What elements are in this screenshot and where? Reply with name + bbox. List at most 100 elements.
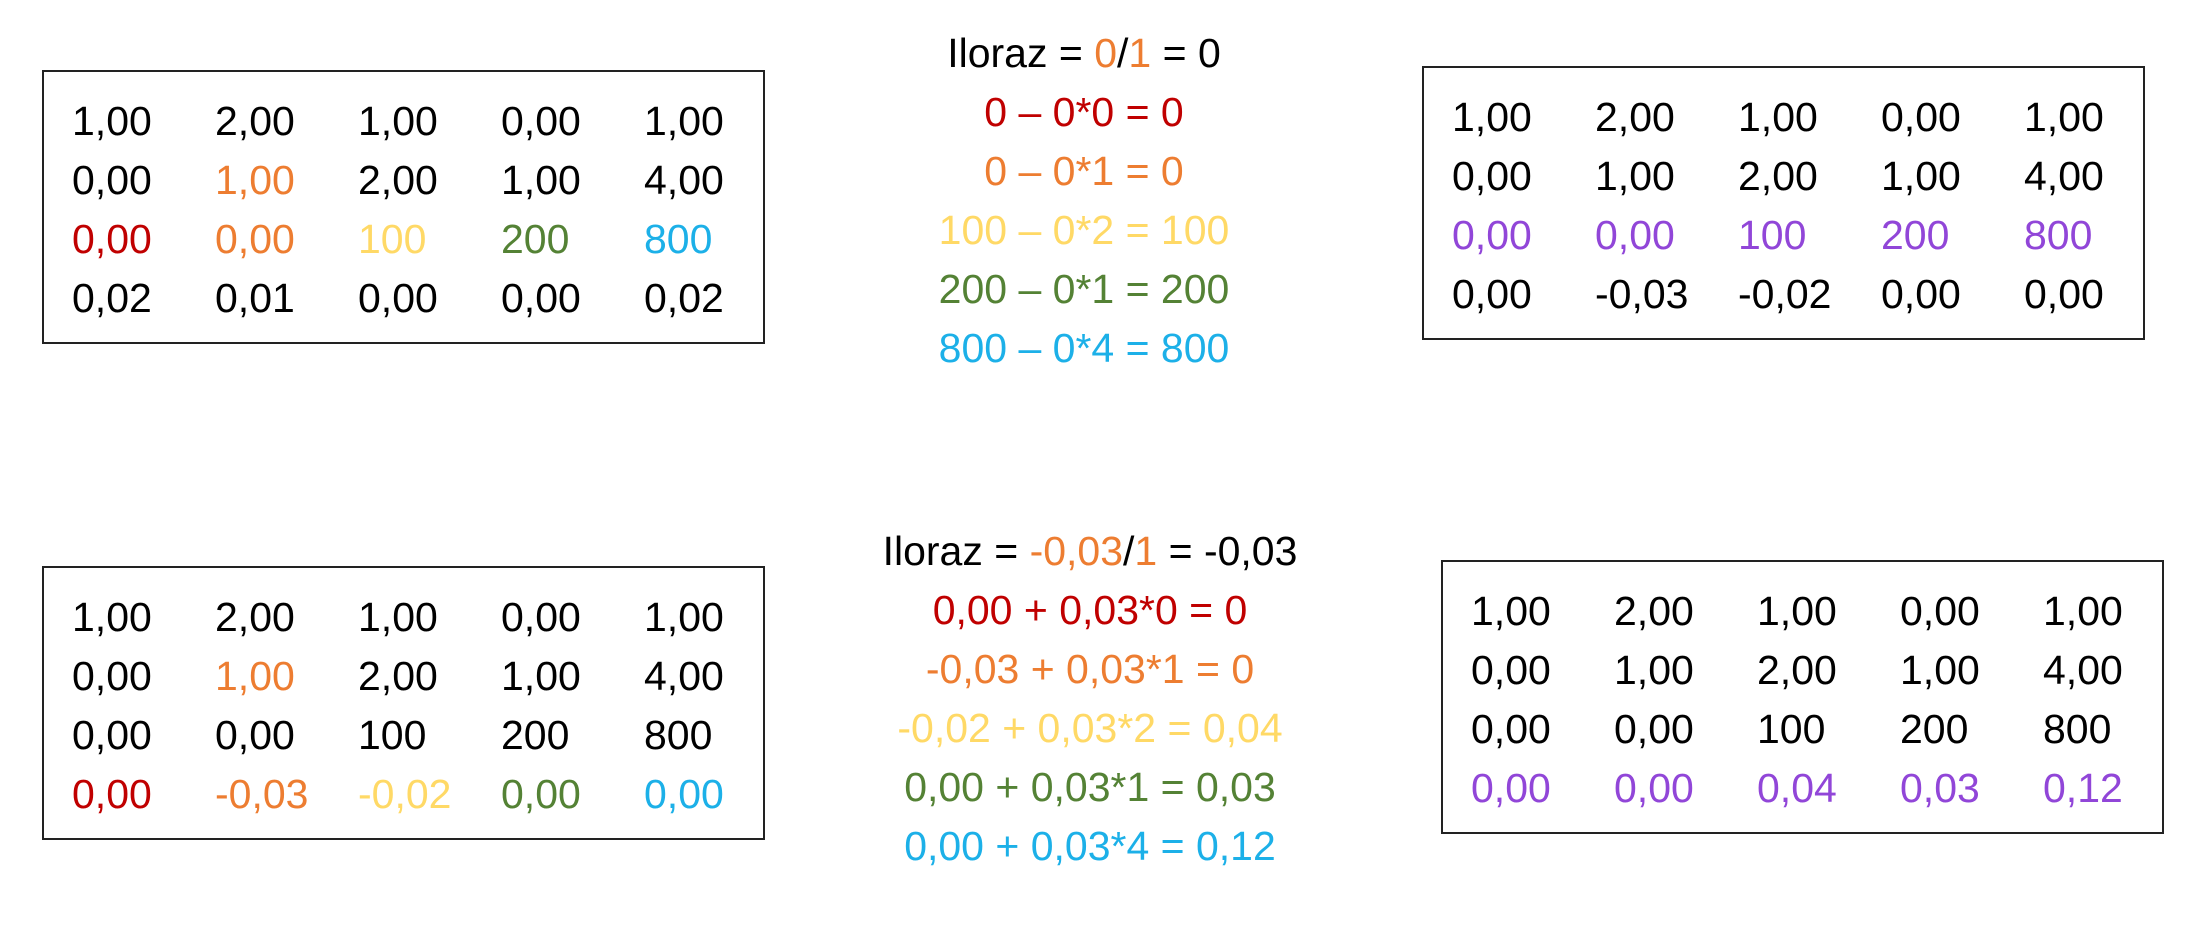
- calc-segment: 1: [1128, 30, 1152, 76]
- calc-segment: 0 – 0*1 = 0: [984, 148, 1184, 194]
- matrix-cell: 4,00: [644, 653, 724, 699]
- matrix-grid: 1,00 2,00 1,00 0,00 1,00 0,00 1,00 2,00 1,00 4,00…: [72, 588, 787, 824]
- matrix-cell: 1,00: [1452, 94, 1532, 140]
- matrix-cell: 1,00: [1881, 153, 1961, 199]
- matrix-cell: 0,00: [358, 275, 438, 321]
- matrix-cell: 0,02: [72, 275, 152, 321]
- matrix-cell: 0,00: [1900, 588, 1980, 634]
- matrix-cell: 0,00: [501, 771, 581, 817]
- calc-line: 800 – 0*4 = 800: [764, 319, 1404, 378]
- matrix-cell: 2,00: [1757, 647, 1837, 693]
- matrix-cell: 0,00: [501, 594, 581, 640]
- matrix-cell: 0,00: [1452, 271, 1532, 317]
- calc-line: -0,03 + 0,03*1 = 0: [770, 640, 1410, 699]
- calc-line: 0 – 0*1 = 0: [764, 142, 1404, 201]
- matrix-cell: 1,00: [644, 594, 724, 640]
- matrix-grid: 1,00 2,00 1,00 0,00 1,00 0,00 1,00 2,00 1,00 4,00…: [72, 92, 787, 328]
- top-calculation: Iloraz = 0/1 = 0 0 – 0*0 = 0 0 – 0*1 = 0 10…: [764, 24, 1404, 378]
- matrix-cell: 100: [358, 712, 427, 758]
- matrix-cell: 2,00: [358, 653, 438, 699]
- matrix-cell: 0,00: [1881, 271, 1961, 317]
- matrix-cell: 800: [2043, 706, 2112, 752]
- matrix-cell: 800: [644, 712, 713, 758]
- matrix-cell: 1,00: [2043, 588, 2123, 634]
- matrix-cell: 4,00: [2024, 153, 2104, 199]
- matrix-cell: 2,00: [215, 594, 295, 640]
- matrix-cell: 800: [2024, 212, 2093, 258]
- matrix-cell: 4,00: [2043, 647, 2123, 693]
- calc-segment: -0,03 + 0,03*1 = 0: [925, 646, 1255, 692]
- matrix-cell: 0,00: [72, 771, 152, 817]
- matrix-cell: 1,00: [72, 594, 152, 640]
- matrix-grid: 1,00 2,00 1,00 0,00 1,00 0,00 1,00 2,00 1,00 4,00…: [1452, 88, 2167, 324]
- calc-segment: = 0: [1151, 30, 1221, 76]
- matrix-cell: 0,00: [1471, 706, 1551, 752]
- matrix-cell: 2,00: [1614, 588, 1694, 634]
- calc-line: 0 – 0*0 = 0: [764, 83, 1404, 142]
- matrix-cell: 0,00: [1614, 706, 1694, 752]
- matrix-cell: 0,00: [1471, 647, 1551, 693]
- matrix-cell: 0,00: [644, 771, 724, 817]
- matrix-cell: 0,03: [1900, 765, 1980, 811]
- calc-segment: 0: [1094, 30, 1118, 76]
- matrix-cell: 0,00: [72, 653, 152, 699]
- matrix-cell: 1,00: [501, 653, 581, 699]
- matrix-cell: 1,00: [215, 653, 295, 699]
- matrix-cell: 100: [1757, 706, 1826, 752]
- matrix-cell: 4,00: [644, 157, 724, 203]
- calc-line: 0,00 + 0,03*4 = 0,12: [770, 817, 1410, 876]
- calc-segment: /: [1117, 30, 1129, 76]
- calc-line: 200 – 0*1 = 200: [764, 260, 1404, 319]
- matrix-cell: 1,00: [1614, 647, 1694, 693]
- calc-segment: 0,00 + 0,03*4 = 0,12: [904, 823, 1276, 869]
- matrix-cell: 200: [1900, 706, 1969, 752]
- matrix-cell: 1,00: [2024, 94, 2104, 140]
- calc-line: -0,02 + 0,03*2 = 0,04: [770, 699, 1410, 758]
- quotient-line: Iloraz = -0,03/1 = -0,03: [770, 522, 1410, 581]
- calc-line: 100 – 0*2 = 100: [764, 201, 1404, 260]
- matrix-cell: 1,00: [1471, 588, 1551, 634]
- matrix-cell: 1,00: [1757, 588, 1837, 634]
- matrix-cell: -0,02: [358, 771, 452, 817]
- matrix-cell: 1,00: [358, 98, 438, 144]
- bottom-calculation: Iloraz = -0,03/1 = -0,03 0,00 + 0,03*0 = …: [770, 522, 1410, 876]
- matrix-cell: 0,00: [72, 216, 152, 262]
- matrix-cell: 1,00: [358, 594, 438, 640]
- matrix-cell: 1,00: [501, 157, 581, 203]
- matrix-cell: 0,00: [215, 712, 295, 758]
- matrix-cell: -0,03: [215, 771, 309, 817]
- calc-line: 0,00 + 0,03*1 = 0,03: [770, 758, 1410, 817]
- matrix-cell: 100: [358, 216, 427, 262]
- matrix-cell: 200: [501, 216, 570, 262]
- matrix-grid: 1,00 2,00 1,00 0,00 1,00 0,00 1,00 2,00 1,00 4,00…: [1471, 582, 2186, 818]
- top-left-matrix: 1,00 2,00 1,00 0,00 1,00 0,00 1,00 2,00 1,00 4,00…: [42, 70, 765, 344]
- matrix-cell: 0,00: [1614, 765, 1694, 811]
- matrix-cell: 1,00: [1595, 153, 1675, 199]
- calc-segment: 0,00 + 0,03*1 = 0,03: [904, 764, 1276, 810]
- matrix-cell: 2,00: [1738, 153, 1818, 199]
- matrix-cell: 2,00: [215, 98, 295, 144]
- matrix-cell: 0,00: [72, 712, 152, 758]
- matrix-cell: 200: [1881, 212, 1950, 258]
- bottom-right-matrix: 1,00 2,00 1,00 0,00 1,00 0,00 1,00 2,00 1,00 4,00…: [1441, 560, 2164, 834]
- matrix-cell: 2,00: [358, 157, 438, 203]
- matrix-cell: 800: [644, 216, 713, 262]
- matrix-cell: 0,00: [501, 98, 581, 144]
- matrix-cell: 0,01: [215, 275, 295, 321]
- matrix-cell: 0,00: [501, 275, 581, 321]
- bottom-left-matrix: 1,00 2,00 1,00 0,00 1,00 0,00 1,00 2,00 1,00 4,00…: [42, 566, 765, 840]
- calc-segment: 100 – 0*2 = 100: [938, 207, 1230, 253]
- calc-segment: Iloraz =: [947, 30, 1095, 76]
- matrix-cell: 1,00: [1900, 647, 1980, 693]
- matrix-cell: 0,00: [1881, 94, 1961, 140]
- calc-segment: 0 – 0*0 = 0: [984, 89, 1184, 135]
- top-right-matrix: 1,00 2,00 1,00 0,00 1,00 0,00 1,00 2,00 1,00 4,00…: [1422, 66, 2145, 340]
- matrix-cell: 0,00: [72, 157, 152, 203]
- calc-segment: -0,03: [1029, 528, 1124, 574]
- matrix-cell: 0,02: [644, 275, 724, 321]
- quotient-line: Iloraz = 0/1 = 0: [764, 24, 1404, 83]
- matrix-cell: 0,04: [1757, 765, 1837, 811]
- matrix-cell: -0,02: [1738, 271, 1832, 317]
- calc-segment: 1: [1134, 528, 1158, 574]
- matrix-cell: 2,00: [1595, 94, 1675, 140]
